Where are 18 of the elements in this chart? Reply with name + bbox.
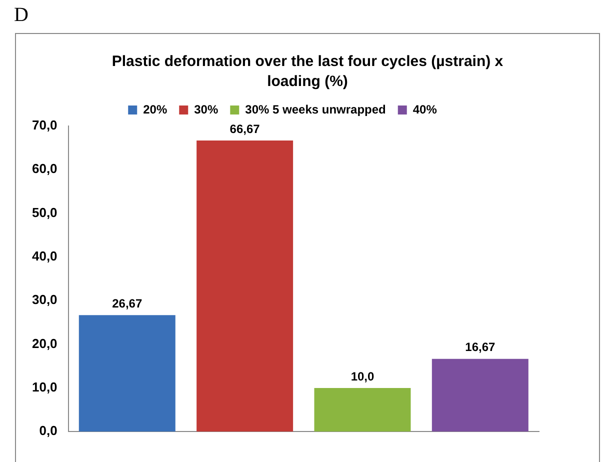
y-tick-label: 20,0 [32, 336, 58, 351]
y-tick-label: 30,0 [32, 292, 58, 308]
data-label: 66,67 [230, 122, 260, 136]
y-tick-label: 10,0 [32, 380, 58, 395]
text: D [14, 4, 28, 27]
data-label: 16,67 [465, 340, 496, 354]
data-label: 26,67 [112, 296, 142, 310]
y-tick-label: 40,0 [32, 248, 58, 264]
y-tick-label: 0,0 [39, 423, 58, 438]
y-tick-label: 70,0 [32, 118, 58, 133]
legend-label: 30% 5 weeks unwrapped [245, 102, 386, 116]
legend-label: 20% [143, 102, 168, 116]
y-tick-label: 50,0 [32, 204, 58, 220]
legend-label: 40% [412, 102, 438, 116]
data-label: 10,0 [350, 369, 374, 384]
legend-label: 30% [194, 102, 218, 116]
y-tick-label: 60,0 [32, 161, 58, 176]
chart-title: Plastic deformation over the last four cycles (µstrain) x loading (%) [110, 52, 504, 92]
